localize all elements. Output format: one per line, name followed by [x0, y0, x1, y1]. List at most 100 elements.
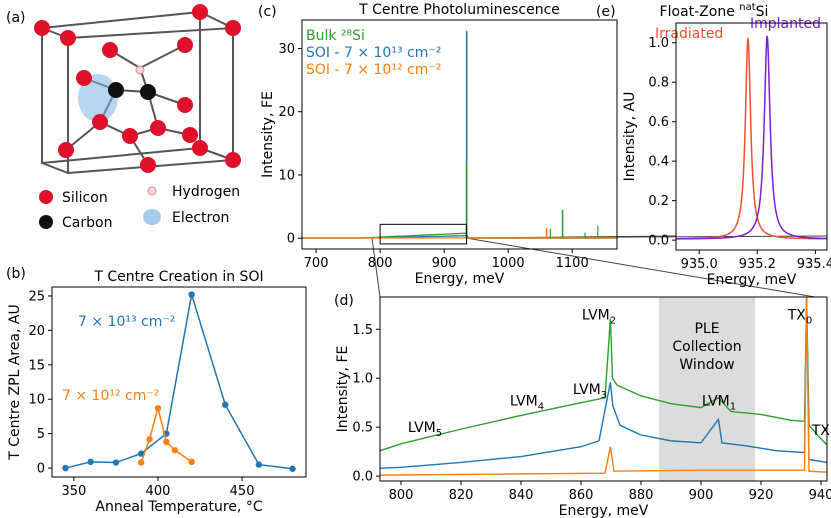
chart-d-plot-area	[380, 297, 827, 481]
legend-label-orange: SOI - 7 × 10¹² cm⁻²	[306, 62, 441, 78]
zoom-box	[379, 223, 468, 245]
data-point-orange	[188, 458, 195, 466]
y-tick-label: 0.6	[648, 115, 669, 130]
y-tick-label: 0.5	[352, 421, 373, 436]
legend-carbon-marker	[39, 215, 53, 229]
plot-frame	[301, 19, 618, 250]
annotation-subscript: 1	[730, 402, 736, 413]
y-tick-label: 20	[28, 324, 45, 339]
plot-frame	[379, 296, 828, 482]
y-tick-label: 0.0	[352, 470, 373, 485]
annotation-subscript: 1	[830, 431, 831, 442]
x-tick-label: 920	[749, 488, 774, 503]
panel-label-d: (d)	[334, 293, 354, 309]
annotation-subscript: 0	[806, 316, 812, 327]
y-tick-label: 1.0	[352, 372, 373, 387]
data-point-blue	[137, 450, 145, 457]
chart-title: Float-Zone natSi	[660, 2, 769, 20]
annotation-subscript: 5	[436, 428, 442, 439]
y-tick-label: 0.2	[648, 194, 669, 209]
x-tick-label: 800	[368, 256, 393, 271]
data-point-orange	[163, 438, 170, 446]
data-point-blue	[62, 464, 69, 472]
series-line-orange	[140, 405, 193, 463]
y-tick-label: 5	[37, 427, 45, 442]
y-axis-label: Intensity, FE	[335, 346, 351, 433]
legend-electron-marker	[143, 209, 161, 225]
peak-annotation-tx0: TX0	[787, 308, 813, 327]
x-tick-label: 900	[689, 488, 714, 503]
chart-c: 700 800 900 1000 1100 0 10 20 30 Energy, meV Inten…	[260, 2, 618, 287]
annotation-text: LVM	[573, 382, 601, 398]
electron-cloud	[78, 74, 118, 122]
silicon-atoms	[34, 4, 241, 173]
annotation-text: TX	[787, 308, 807, 324]
carbon-atom	[108, 82, 124, 98]
annotation-text: TX	[811, 423, 831, 439]
data-point-blue	[289, 465, 296, 472]
y-axis-label: Intensity, FE	[260, 91, 276, 178]
peak-annotation-lvm5: LVM5	[408, 420, 442, 439]
legend-label-implanted: Implanted	[750, 16, 821, 32]
data-point-orange	[146, 435, 153, 443]
spectrum-red	[676, 37, 827, 240]
data-point-orange	[154, 404, 162, 412]
x-axis-label: Energy, meV	[415, 271, 505, 287]
data-point-blue	[188, 291, 195, 298]
x-axis-label: Energy, meV	[559, 503, 649, 518]
x-tick-label: 700	[304, 256, 329, 271]
panel-label-b: (b)	[6, 266, 26, 282]
title-main: Float-Zone	[660, 4, 740, 20]
x-tick-label: 1000	[492, 256, 525, 271]
hydrogen-atom	[135, 65, 145, 75]
panel-label-c: (c)	[258, 4, 277, 20]
x-tick-label: 350	[61, 484, 86, 499]
plot-frame	[51, 286, 307, 478]
y-tick-label: 0.8	[648, 76, 669, 91]
x-tick-label: 935.4	[797, 257, 831, 272]
y-axis-label: T Centre ZPL Area, AU	[7, 304, 23, 461]
chart-e-plot-area	[676, 35, 827, 240]
legend-hydrogen-label: Hydrogen	[172, 184, 240, 200]
data-point-blue	[222, 401, 229, 408]
annotation-text: LVM	[510, 394, 538, 410]
plot-frame	[675, 22, 828, 251]
data-point-orange	[171, 446, 178, 454]
peak-annotation-lvm1: LVM1	[702, 394, 736, 413]
peak-annotation-tx1: TX1	[811, 423, 831, 442]
annotation-subscript: 3	[601, 390, 607, 401]
series-label-orange: 7 × 10¹² cm⁻²	[62, 388, 159, 404]
x-tick-label: 880	[629, 488, 654, 503]
x-tick-label: 820	[449, 488, 474, 503]
chart-d: 800 820 840 860 880 900 920 940 0.0 0.5 1.0 1.5 Ener…	[335, 296, 831, 518]
data-point-blue	[255, 461, 263, 468]
data-point-blue	[87, 458, 94, 466]
annotation-subscript: 2	[610, 316, 616, 327]
legend-label-green: Bulk ²⁸Si	[306, 28, 365, 44]
ple-window-label: Collection	[672, 339, 741, 355]
x-axis-label: Anneal Temperature, °C	[95, 499, 262, 515]
x-tick-label: 800	[389, 488, 414, 503]
y-tick-label: 10	[278, 168, 295, 183]
legend-carbon-label: Carbon	[62, 215, 112, 231]
legend-hydrogen-marker	[147, 186, 157, 196]
ple-window-label: Window	[679, 357, 734, 373]
ple-window-label: PLE	[694, 321, 719, 337]
y-tick-label: 1.0	[648, 36, 669, 51]
y-tick-label: 0	[287, 232, 295, 247]
data-point-orange	[137, 459, 145, 466]
ple-collection-window	[659, 297, 755, 481]
legend-label-blue: SOI - 7 × 10¹³ cm⁻²	[306, 45, 441, 61]
series-label-blue: 7 × 10¹³ cm⁻²	[78, 314, 175, 330]
annotation-text: LVM	[582, 308, 610, 324]
panel-label-a: (a)	[6, 10, 26, 26]
y-tick-label: 30	[278, 42, 295, 57]
spectrum-purple	[676, 35, 827, 240]
legend-silicon-label: Silicon	[62, 190, 108, 206]
y-tick-label: 0.4	[648, 155, 669, 170]
title-superscript: nat	[739, 2, 755, 13]
legend-label-irradiated: Irradiated	[655, 26, 723, 42]
peak-annotation-lvm2: LVM2	[582, 308, 616, 327]
y-axis-label: Intensity, AU	[622, 92, 638, 182]
